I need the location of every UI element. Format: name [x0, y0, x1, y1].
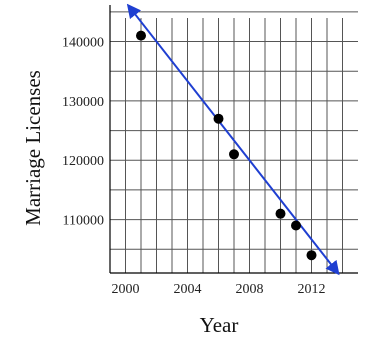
x-axis-label: Year: [200, 313, 239, 337]
y-axis-label: Marriage Licenses: [21, 70, 45, 226]
data-point: [229, 149, 239, 160]
x-tick-label: 2000: [112, 282, 140, 297]
data-point: [136, 30, 146, 41]
data-point: [275, 208, 286, 219]
trend-line-group: [126, 3, 340, 276]
data-points: [136, 30, 317, 261]
grid: [110, 11, 358, 273]
x-tick-label: 2012: [298, 282, 326, 297]
x-tick-labels: 2000 2004 2008 2012: [112, 282, 326, 297]
x-tick-label: 2004: [174, 282, 202, 297]
y-tick-label: 140000: [62, 36, 104, 51]
y-tick-label: 120000: [62, 154, 104, 169]
y-tick-label: 110000: [63, 214, 104, 229]
data-point: [213, 113, 224, 124]
y-tick-labels: 110000 120000 130000 140000: [62, 36, 104, 229]
data-point: [291, 220, 301, 231]
x-tick-label: 2008: [236, 282, 264, 297]
trend-line: [126, 3, 340, 276]
y-tick-label: 130000: [62, 95, 104, 110]
data-point: [306, 250, 317, 261]
